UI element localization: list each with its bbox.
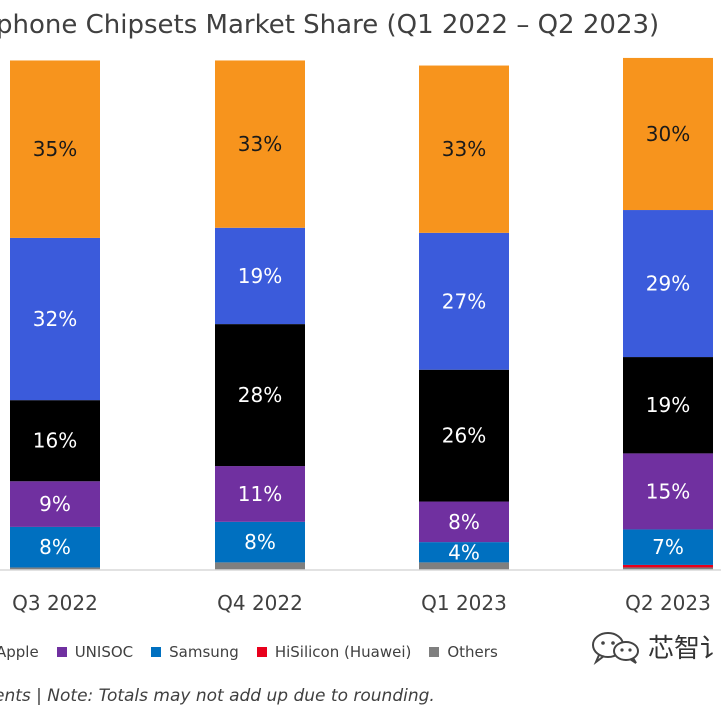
data-label: 4%	[448, 540, 480, 564]
legend-item: HiSilicon (Huawei)	[256, 643, 412, 661]
bar-segment-2-1	[215, 521, 305, 563]
legend-label: HiSilicon (Huawei)	[274, 643, 412, 661]
data-label: 11%	[238, 482, 282, 506]
bar-segment-2-3	[623, 529, 713, 565]
legend-swatch	[151, 647, 162, 657]
bar-segment-3-3	[623, 453, 713, 530]
legend-item: Apple	[0, 643, 39, 661]
bar-segment-0-2	[419, 562, 509, 570]
legend-swatch	[429, 647, 440, 657]
x-tick-label: Q2 2023	[625, 591, 711, 615]
legend-swatch	[56, 647, 67, 657]
data-label: 7%	[652, 535, 684, 559]
bar-segment-3-2	[419, 501, 509, 543]
bar-segment-6-1	[215, 60, 305, 228]
bar-segment-6-3	[623, 57, 713, 211]
data-label: 28%	[238, 383, 282, 407]
source-note: ents | Note: Totals may not add up due t…	[0, 686, 435, 706]
chart-title: phone Chipsets Market Share (Q1 2022 – Q…	[0, 10, 660, 40]
legend-swatch	[256, 647, 267, 657]
ticks-layer: Q3 2022 Q4 2022 Q1 2023 Q2 2023	[12, 591, 711, 615]
data-label: 8%	[244, 530, 276, 554]
bar-segment-1-3	[623, 564, 713, 568]
data-label: 33%	[442, 137, 486, 161]
data-label: 19%	[238, 264, 282, 288]
bar-segment-4-0	[10, 400, 100, 482]
legend-label: UNISOC	[74, 643, 134, 661]
x-tick-label: Q1 2023	[421, 591, 507, 615]
data-label: 9%	[39, 492, 71, 516]
bar-segment-5-0	[10, 237, 100, 401]
legend-item: Others	[429, 643, 498, 661]
watermark-text: 芯智讠	[648, 634, 721, 664]
labels-layer: 8% 9% 16% 32% 35% 8% 11% 28% 19% 33% 4% 8% 26% 27% 33%…	[33, 122, 690, 564]
bar-segment-6-0	[10, 60, 100, 238]
data-label: 35%	[33, 137, 77, 161]
legend-label: Samsung	[169, 643, 239, 661]
bar-segment-6-2	[419, 65, 509, 233]
bar-segment-3-0	[10, 481, 100, 527]
data-label: 33%	[238, 132, 282, 156]
bar-segment-0-3	[623, 567, 713, 570]
bar-segment-5-3	[623, 210, 713, 358]
bar-segment-0-1	[215, 562, 305, 570]
bar-segment-3-1	[215, 466, 305, 522]
data-label: 8%	[39, 535, 71, 559]
x-tick-label: Q4 2022	[217, 591, 303, 615]
data-label: 29%	[646, 272, 690, 296]
data-label: 15%	[646, 479, 690, 503]
watermark: 芯智讠	[590, 628, 721, 665]
wechat-icon	[592, 631, 639, 665]
legend-label: Others	[447, 643, 498, 661]
data-label: 32%	[33, 307, 77, 331]
bar-segment-2-2	[419, 542, 509, 563]
data-label: 8%	[448, 510, 480, 534]
data-label: 16%	[33, 429, 77, 453]
bar-segment-4-1	[215, 324, 305, 467]
bar-segment-5-2	[419, 232, 509, 370]
bar-segment-4-2	[419, 369, 509, 502]
legend-label: Apple	[0, 643, 39, 661]
bar-segment-2-0	[10, 526, 100, 568]
legend-item: Samsung	[151, 643, 239, 661]
bar-segment-4-3	[623, 357, 713, 454]
data-label: 27%	[442, 289, 486, 313]
data-label: 26%	[442, 424, 486, 448]
legend-item: UNISOC	[56, 643, 134, 661]
data-label: 30%	[646, 122, 690, 146]
bar-segment-5-1	[215, 227, 305, 325]
legend: Apple UNISOC Samsung HiSilicon (Huawei) Othe…	[0, 641, 516, 663]
bar-segment-0-0	[10, 567, 100, 570]
x-tick-label: Q3 2022	[12, 591, 98, 615]
bars-layer	[10, 57, 713, 570]
data-label: 19%	[646, 393, 690, 417]
